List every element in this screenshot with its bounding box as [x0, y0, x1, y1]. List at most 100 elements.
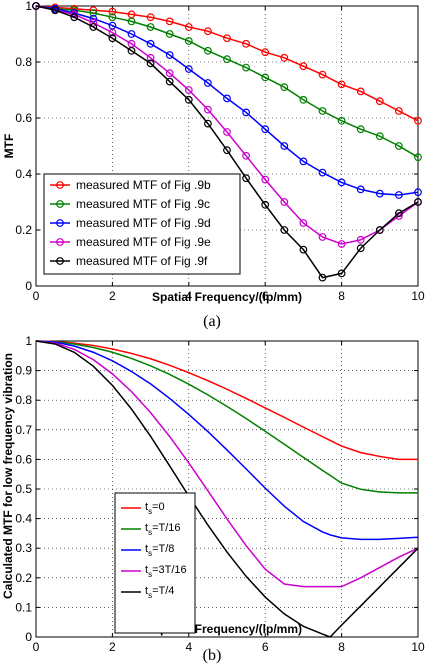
legend-label: ts=3T/16 [145, 564, 187, 579]
legend-label-sub: s [148, 528, 152, 537]
data-point [375, 226, 384, 234]
data-point [108, 34, 117, 43]
x-tick-label: 8 [338, 640, 345, 654]
data-point [395, 107, 403, 115]
data-point [318, 168, 327, 177]
data-point [414, 116, 422, 125]
y-tick-label: 0.9 [15, 364, 32, 378]
data-point [184, 23, 193, 31]
data-point [299, 95, 308, 104]
chart-a-ticks: 0 2 4 6 8 10 0 0.2 0.4 0.6 0.8 1 [15, 0, 425, 303]
series-line-3 [35, 340, 419, 541]
data-point [280, 198, 289, 206]
legend-box [43, 173, 241, 275]
y-tick-label: 0.5 [15, 482, 32, 496]
data-point [127, 30, 136, 38]
data-point [242, 63, 251, 72]
y-tick-label: 0 [25, 279, 32, 293]
data-point [51, 6, 59, 15]
data-point [395, 142, 403, 150]
legend-label-rest: =3T/16 [152, 564, 187, 576]
data-point [108, 28, 117, 37]
chart-a-grid [36, 6, 418, 286]
legend-label: measured MTF of Fig .9c [76, 197, 210, 211]
data-point [337, 240, 346, 248]
data-point [299, 219, 308, 227]
x-tick-label: 10 [411, 289, 425, 303]
legend-marker [56, 200, 64, 208]
data-point [356, 125, 365, 134]
x-tick-label: 2 [109, 289, 116, 303]
data-point [375, 189, 384, 198]
series-line-3 [35, 5, 419, 196]
data-point [184, 95, 193, 104]
data-point [146, 59, 155, 68]
legend-label-rest: =T/4 [152, 585, 174, 597]
y-tick-label: 0.7 [15, 423, 32, 437]
data-point [299, 62, 308, 71]
legend-label-sub: s [148, 570, 152, 579]
data-point [414, 198, 422, 206]
data-point [70, 13, 79, 22]
data-point [261, 73, 270, 82]
data-point [203, 27, 212, 36]
legend-label-rest: =T/8 [152, 543, 174, 555]
data-point [318, 70, 327, 79]
legend-label-sub: s [148, 507, 152, 516]
x-tick-label: 10 [411, 640, 425, 654]
data-point [165, 17, 174, 26]
data-point [146, 53, 155, 62]
series-line-5 [35, 340, 419, 638]
data-point [146, 23, 155, 31]
data-point [223, 146, 231, 155]
data-point [337, 80, 346, 89]
data-point [165, 77, 174, 86]
legend-marker [56, 238, 64, 246]
legend-label-base: t [145, 522, 148, 534]
data-point [242, 151, 251, 160]
legend-label-base: t [145, 564, 148, 576]
data-point [89, 14, 98, 23]
data-point [184, 86, 193, 94]
data-point [89, 23, 98, 31]
data-point [184, 65, 193, 73]
chart-b-ticks: 0 2 4 6 8 10 0 0.1 0.2 0.3 0.4 0.5 0.6 0.7 0.8 0.9 1 [15, 334, 425, 654]
series-line-1 [35, 5, 419, 122]
data-point [165, 69, 174, 78]
data-point [318, 107, 327, 115]
data-point [108, 7, 117, 16]
data-point [89, 9, 98, 17]
legend-label: ts=T/4 [145, 585, 174, 600]
data-point [337, 178, 346, 187]
chart-a: 0 2 4 6 8 10 0 0.2 0.4 0.6 0.8 1 Spatial Frequency/… [2, 0, 425, 330]
legend-marker [56, 181, 64, 189]
y-tick-label: 0.8 [15, 393, 32, 407]
y-tick-label: 0.4 [15, 512, 32, 526]
data-point [146, 13, 155, 22]
series-line-4 [35, 5, 419, 245]
y-tick-label: 1 [25, 0, 32, 13]
data-point [375, 132, 384, 141]
y-tick-label: 0 [25, 630, 32, 644]
data-point [261, 200, 270, 209]
data-point [108, 13, 117, 22]
data-point [203, 79, 212, 87]
legend-label-base: t [145, 543, 148, 555]
x-tick-label: 8 [338, 289, 345, 303]
legend-label: measured MTF of Fig .9d [76, 216, 211, 230]
data-point [127, 46, 136, 55]
data-point [203, 119, 212, 128]
legend-label-rest: =0 [152, 501, 165, 513]
data-point [414, 153, 422, 162]
legend-label: measured MTF of Fig .9f [76, 254, 208, 268]
data-point [337, 269, 346, 278]
data-point [223, 34, 231, 43]
legend-label: ts=T/16 [145, 522, 181, 537]
data-point [146, 39, 155, 48]
data-point [356, 244, 365, 253]
x-tick-label: 4 [185, 289, 192, 303]
data-point [318, 273, 327, 282]
chart-a-xlabel: Spatial Frequency/(lp/mm) [152, 290, 302, 304]
